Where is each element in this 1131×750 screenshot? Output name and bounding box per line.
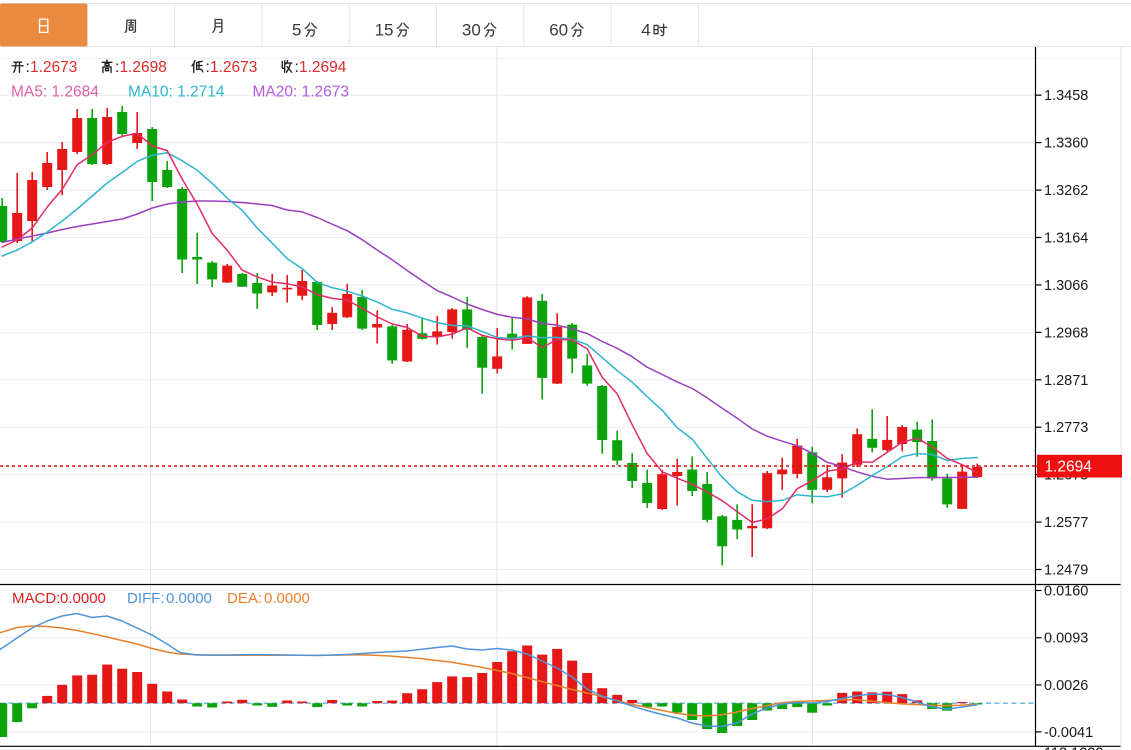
svg-text:30: 30 [462, 21, 481, 40]
svg-text:DIFF:: DIFF: [127, 590, 165, 607]
svg-text:1.2694: 1.2694 [299, 59, 347, 76]
svg-text::: : [206, 59, 210, 76]
svg-text::: : [295, 59, 299, 76]
svg-text:1.3164: 1.3164 [1044, 231, 1088, 247]
svg-text:1.2673: 1.2673 [210, 59, 257, 76]
svg-text:1.2871: 1.2871 [1044, 373, 1088, 389]
svg-text:60: 60 [549, 21, 568, 40]
svg-text:0.0000: 0.0000 [60, 590, 106, 607]
svg-text:0.0160: 0.0160 [1044, 584, 1088, 600]
svg-text:MA20: 1.2673: MA20: 1.2673 [253, 84, 350, 101]
svg-text:0.0026: 0.0026 [1044, 678, 1088, 694]
svg-text:1.2577: 1.2577 [1044, 515, 1088, 531]
svg-text:1.3066: 1.3066 [1044, 278, 1088, 294]
svg-text:DEA:: DEA: [227, 590, 262, 607]
svg-text:1.3262: 1.3262 [1044, 183, 1088, 199]
svg-text::: : [115, 59, 119, 76]
svg-text:0.0000: 0.0000 [166, 590, 212, 607]
svg-text:-0.0041: -0.0041 [1044, 725, 1093, 741]
svg-text::: : [26, 59, 30, 76]
svg-text:1.2479: 1.2479 [1044, 563, 1088, 579]
svg-text:1.2673: 1.2673 [30, 59, 77, 76]
svg-text:4: 4 [641, 21, 650, 40]
svg-text:1.2773: 1.2773 [1044, 420, 1088, 436]
svg-text:1.2698: 1.2698 [120, 59, 167, 76]
svg-text:1.3458: 1.3458 [1044, 88, 1088, 104]
svg-text:MA5: 1.2684: MA5: 1.2684 [11, 84, 99, 101]
svg-text:0.0093: 0.0093 [1044, 631, 1088, 647]
svg-text:1.3360: 1.3360 [1044, 136, 1088, 152]
svg-text:1.2968: 1.2968 [1044, 325, 1088, 341]
svg-text:15: 15 [375, 21, 394, 40]
svg-text:0.0000: 0.0000 [264, 590, 310, 607]
svg-text:MACD:: MACD: [12, 590, 60, 607]
svg-text:5: 5 [292, 21, 301, 40]
svg-text:118.1222: 118.1222 [1044, 746, 1103, 750]
svg-text:MA10: 1.2714: MA10: 1.2714 [128, 84, 225, 101]
svg-text:1.2694: 1.2694 [1045, 459, 1093, 476]
